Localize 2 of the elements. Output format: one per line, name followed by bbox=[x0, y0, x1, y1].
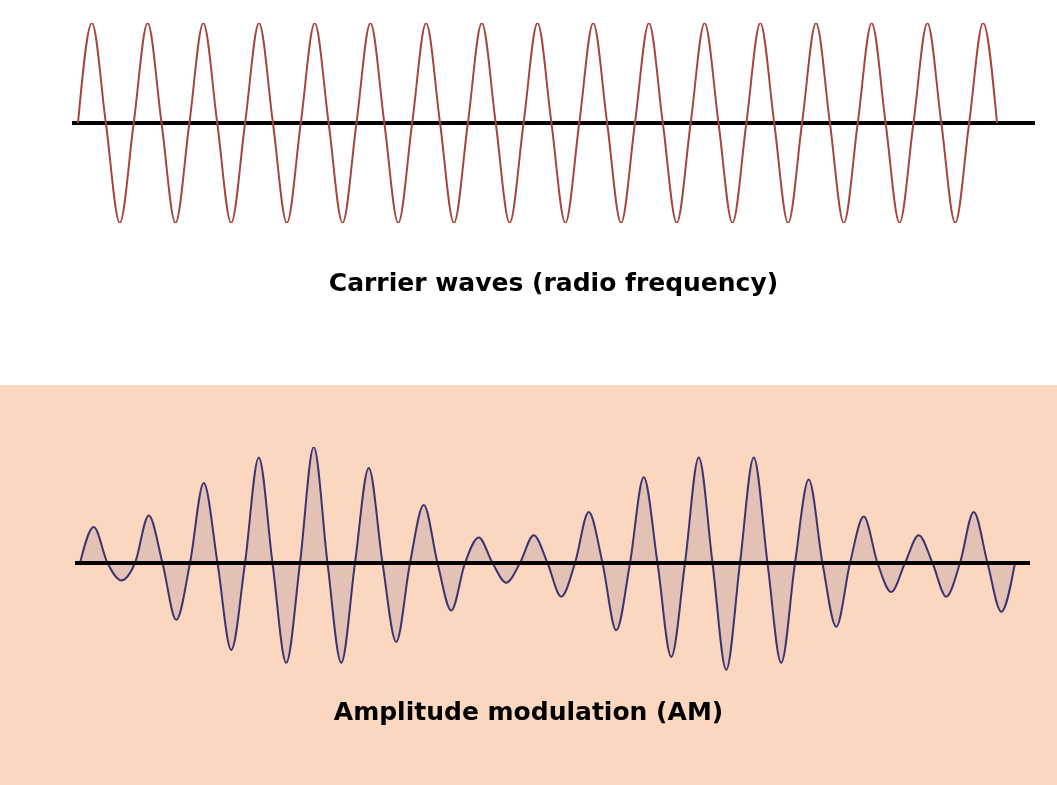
text: Carrier waves (radio frequency) bbox=[327, 268, 780, 297]
text: Amplitude modulation (AM) bbox=[332, 697, 725, 726]
